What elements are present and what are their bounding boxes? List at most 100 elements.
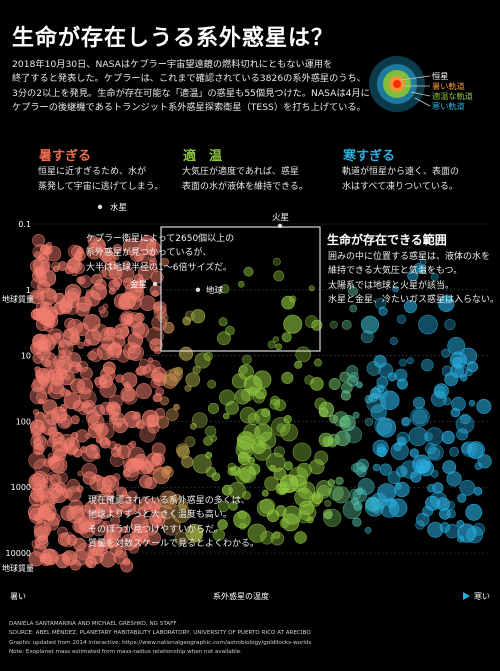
- exoplanet-point: [39, 244, 51, 255]
- exoplanet-point: [68, 439, 75, 446]
- exoplanet-point: [322, 509, 333, 519]
- exoplanet-point: [176, 443, 190, 457]
- exoplanet-point: [294, 531, 307, 544]
- exoplanet-point: [33, 543, 47, 557]
- exoplanet-point: [105, 502, 117, 514]
- exoplanet-point: [221, 484, 233, 496]
- exoplanet-point: [89, 348, 103, 362]
- exoplanet-point: [340, 390, 352, 401]
- exoplanet-point: [35, 311, 46, 322]
- exoplanet-point: [86, 243, 103, 260]
- exoplanet-point: [341, 319, 352, 330]
- exoplanet-point: [233, 511, 251, 529]
- exoplanet-point: [323, 508, 342, 527]
- exoplanet-point: [154, 517, 162, 526]
- exoplanet-point: [80, 366, 93, 380]
- exoplanet-point: [474, 462, 483, 470]
- exoplanet-point: [113, 254, 119, 261]
- y-tick-label: 1000: [11, 483, 31, 492]
- exoplanet-point: [241, 354, 252, 365]
- exoplanet-point: [149, 502, 160, 513]
- solar-planet-label: 火星: [272, 213, 289, 223]
- exoplanet-point: [396, 465, 408, 478]
- zone-temperate-title: 適 温: [183, 149, 223, 164]
- exoplanet-point: [130, 515, 149, 534]
- exoplanet-point: [261, 489, 269, 497]
- exoplanet-point: [174, 366, 184, 376]
- exoplanet-point: [376, 376, 389, 389]
- page-title: 生命が存在しうる系外惑星は？: [12, 26, 335, 51]
- exoplanet-point: [324, 499, 332, 507]
- kepler-note-line: 系外惑星が見つかっているが、: [86, 248, 212, 259]
- exoplanet-point: [99, 401, 113, 415]
- exoplanet-point: [149, 338, 163, 352]
- exoplanet-point: [289, 474, 307, 492]
- exoplanet-point: [185, 523, 204, 542]
- legend-temperate-zone: 適温な軌道: [432, 91, 473, 101]
- exoplanet-point: [406, 357, 414, 365]
- exoplanet-point: [427, 484, 436, 493]
- exoplanet-point: [125, 281, 143, 300]
- exoplanet-point: [139, 474, 153, 489]
- zone-temperate-desc-line: 大気圧が適度であれば、惑星: [182, 167, 299, 177]
- exoplanet-point: [33, 494, 42, 503]
- exoplanet-point: [35, 368, 50, 383]
- exoplanet-point: [238, 280, 245, 288]
- exoplanet-point: [396, 431, 410, 445]
- exoplanet-point: [242, 423, 261, 442]
- intro-line: 2018年10月30日、NASAはケプラー宇宙望遠鏡の燃料切れにともない運用を: [12, 59, 333, 70]
- exoplanet-point: [85, 433, 91, 439]
- exoplanet-point: [30, 259, 44, 274]
- exoplanet-point: [134, 252, 143, 262]
- exoplanet-point: [157, 312, 169, 324]
- exoplanet-point: [50, 406, 68, 424]
- exoplanet-point: [101, 336, 116, 351]
- exoplanet-point: [98, 374, 113, 389]
- exoplanet-point: [129, 531, 137, 539]
- exoplanet-point: [53, 292, 66, 305]
- exoplanet-point: [372, 463, 381, 472]
- exoplanet-point: [137, 265, 153, 281]
- exoplanet-point: [139, 295, 156, 312]
- exoplanet-point: [173, 403, 180, 411]
- exoplanet-point: [66, 486, 82, 502]
- exoplanet-point: [275, 343, 283, 351]
- exoplanet-point: [83, 314, 101, 332]
- exoplanet-point: [123, 461, 140, 478]
- exoplanet-point: [387, 372, 397, 382]
- zone-temperate-desc: 大気圧が適度であれば、惑星 表面の水が液体を維持できる。: [182, 165, 308, 194]
- exoplanet-point: [430, 273, 439, 281]
- exoplanet-point: [450, 407, 461, 418]
- exoplanet-point: [376, 417, 397, 438]
- habitable-note-line: 囲みの中に位置する惑星は、液体の水を: [328, 252, 491, 262]
- y-axis-label-bottom: 地球質量: [2, 564, 34, 573]
- exoplanet-point: [182, 316, 192, 326]
- exoplanet-point: [151, 442, 166, 457]
- exoplanet-point: [457, 493, 467, 503]
- exoplanet-point: [37, 372, 50, 385]
- exoplanet-point: [279, 518, 290, 528]
- exoplanet-point: [427, 521, 444, 538]
- exoplanet-point: [120, 559, 134, 573]
- intro-text: 2018年10月30日、NASAはケプラー宇宙望遠鏡の燃料切れにともない運用を …: [12, 58, 370, 115]
- exoplanet-point: [108, 260, 117, 269]
- exoplanet-point: [253, 370, 272, 389]
- exoplanet-point: [37, 280, 51, 294]
- exoplanet-point: [95, 436, 103, 444]
- exoplanet-point: [127, 490, 138, 502]
- orbit-legend: 恒星 暑い軌道 適温な軌道 寒い軌道: [432, 71, 473, 111]
- exoplanet-point: [408, 426, 428, 447]
- exoplanet-point: [365, 496, 381, 512]
- exoplanet-point: [46, 472, 56, 482]
- exoplanet-point: [247, 523, 267, 543]
- exoplanet-point: [166, 496, 176, 506]
- exoplanet-point: [132, 504, 141, 513]
- exoplanet-point: [217, 519, 228, 530]
- exoplanet-point: [441, 430, 455, 445]
- intro-line: 終了すると発表した。ケプラーは、これまで確認されている3826の系外惑星のうち、: [12, 73, 366, 85]
- exoplanet-point: [396, 314, 407, 324]
- exoplanet-point: [227, 466, 237, 476]
- exoplanet-point: [412, 396, 425, 409]
- zone-hot-desc-line: 恒星に近すぎるため、水が: [38, 167, 147, 177]
- exoplanet-point: [81, 462, 97, 479]
